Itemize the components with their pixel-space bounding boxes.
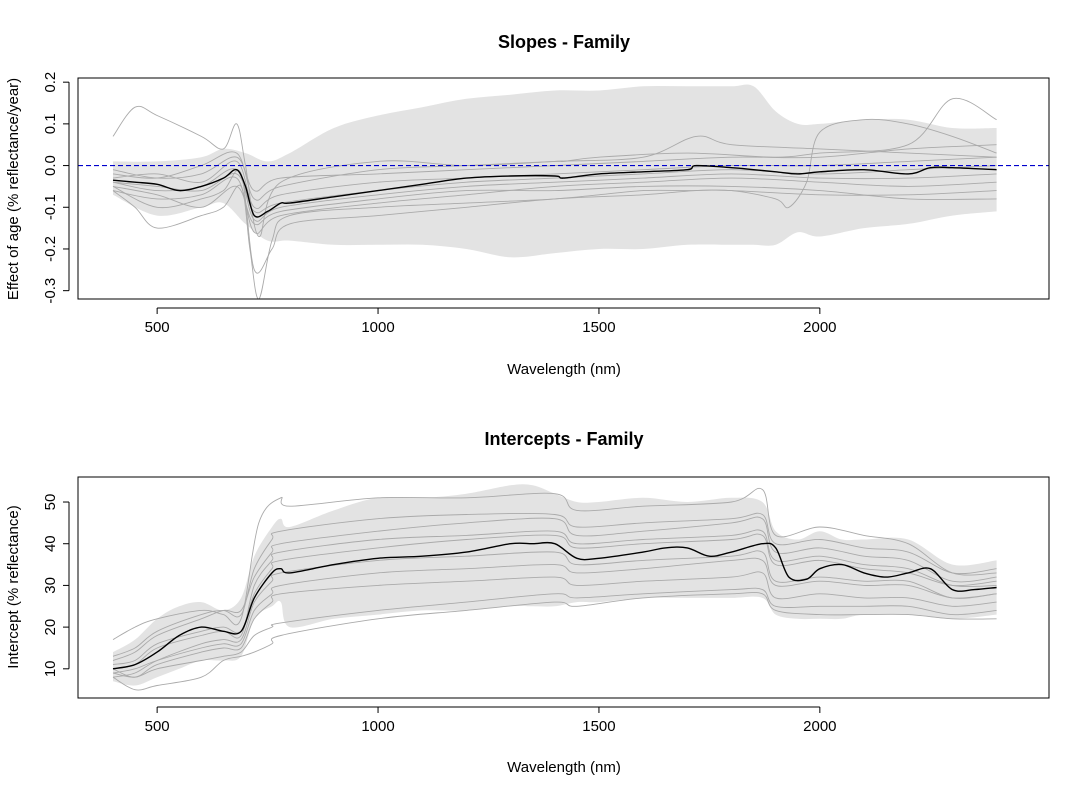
intercepts-panel: Intercepts - Family Wavelength (nm) Inte… (5, 429, 1050, 776)
slopes-family-line-10 (112, 165, 997, 214)
slopes-chart-title: Slopes - Family (498, 32, 630, 52)
intercepts-family-line-9 (112, 550, 997, 678)
intercepts-family-line-3 (112, 557, 997, 674)
slopes-family-line-7 (112, 176, 997, 235)
slopes-plot-area: 500 1000 1500 2000 -0.3 -0.2 -0.1 0.0 0.1 0.2 (42, 72, 1050, 336)
intercepts-family-line-7 (112, 571, 997, 678)
slopes-y-tick-label: -0.2 (42, 236, 59, 262)
intercepts-x-tick-label: 1500 (582, 718, 615, 735)
slopes-series-group (78, 84, 1049, 299)
slopes-panel: Slopes - Family Wavelength (nm) Effect o… (5, 32, 1050, 378)
slopes-family-line-9 (112, 185, 997, 226)
slopes-y-tick-label: -0.1 (42, 194, 59, 220)
intercepts-confidence-band (113, 484, 997, 686)
intercepts-y-tick-label: 40 (42, 535, 59, 552)
intercepts-plot-area: 500 1000 1500 2000 10 20 30 40 50 (42, 476, 1050, 735)
intercepts-y-tick-label: 20 (42, 619, 59, 636)
intercepts-family-line-4 (112, 516, 997, 661)
intercepts-family-line-6 (112, 533, 997, 666)
intercepts-x-tick-label: 1000 (361, 718, 394, 735)
intercepts-x-axis-label: Wavelength (nm) (507, 759, 621, 776)
intercepts-family-line-2 (112, 591, 997, 691)
slopes-x-tick-label: 1000 (361, 319, 394, 336)
intercepts-family-line-8 (112, 512, 997, 657)
slopes-family-line-3 (112, 169, 997, 274)
intercepts-family-line-10 (112, 529, 997, 670)
intercepts-series-group (112, 484, 997, 691)
slopes-y-tick-label: 0.0 (42, 155, 59, 176)
slopes-x-tick-label: 1500 (582, 319, 615, 336)
slopes-family-line-2 (112, 118, 997, 299)
intercepts-plot-frame (77, 476, 1050, 699)
slopes-family-line-5 (112, 168, 997, 222)
slopes-y-tick-label: 0.2 (42, 72, 59, 93)
intercepts-family-line-1 (112, 487, 997, 640)
intercepts-y-axis-label: Intercept (% reflectance) (5, 505, 22, 668)
slopes-mean-line (112, 164, 997, 218)
slopes-y-tick-label: 0.1 (42, 113, 59, 134)
intercepts-mean-line (112, 541, 997, 670)
slopes-y-tick-label: -0.3 (42, 278, 59, 304)
intercepts-family-line-5 (112, 587, 997, 678)
slopes-x-tick-label: 500 (145, 319, 170, 336)
intercepts-x-tick-label: 2000 (803, 718, 836, 735)
slopes-family-line-4 (112, 135, 997, 201)
slopes-y-axis-label: Effect of age (% reflectance/year) (5, 78, 22, 300)
slopes-family-line-1 (112, 97, 997, 237)
slopes-x-axis-label: Wavelength (nm) (507, 361, 621, 378)
slopes-plot-frame (77, 77, 1050, 300)
intercepts-y-tick-label: 30 (42, 577, 59, 594)
intercepts-x-tick-label: 500 (145, 718, 170, 735)
slopes-confidence-band (113, 84, 997, 258)
intercepts-chart-title: Intercepts - Family (484, 429, 643, 449)
intercepts-y-tick-label: 50 (42, 494, 59, 511)
slopes-x-tick-label: 2000 (803, 319, 836, 336)
intercepts-y-tick-label: 10 (42, 660, 59, 677)
